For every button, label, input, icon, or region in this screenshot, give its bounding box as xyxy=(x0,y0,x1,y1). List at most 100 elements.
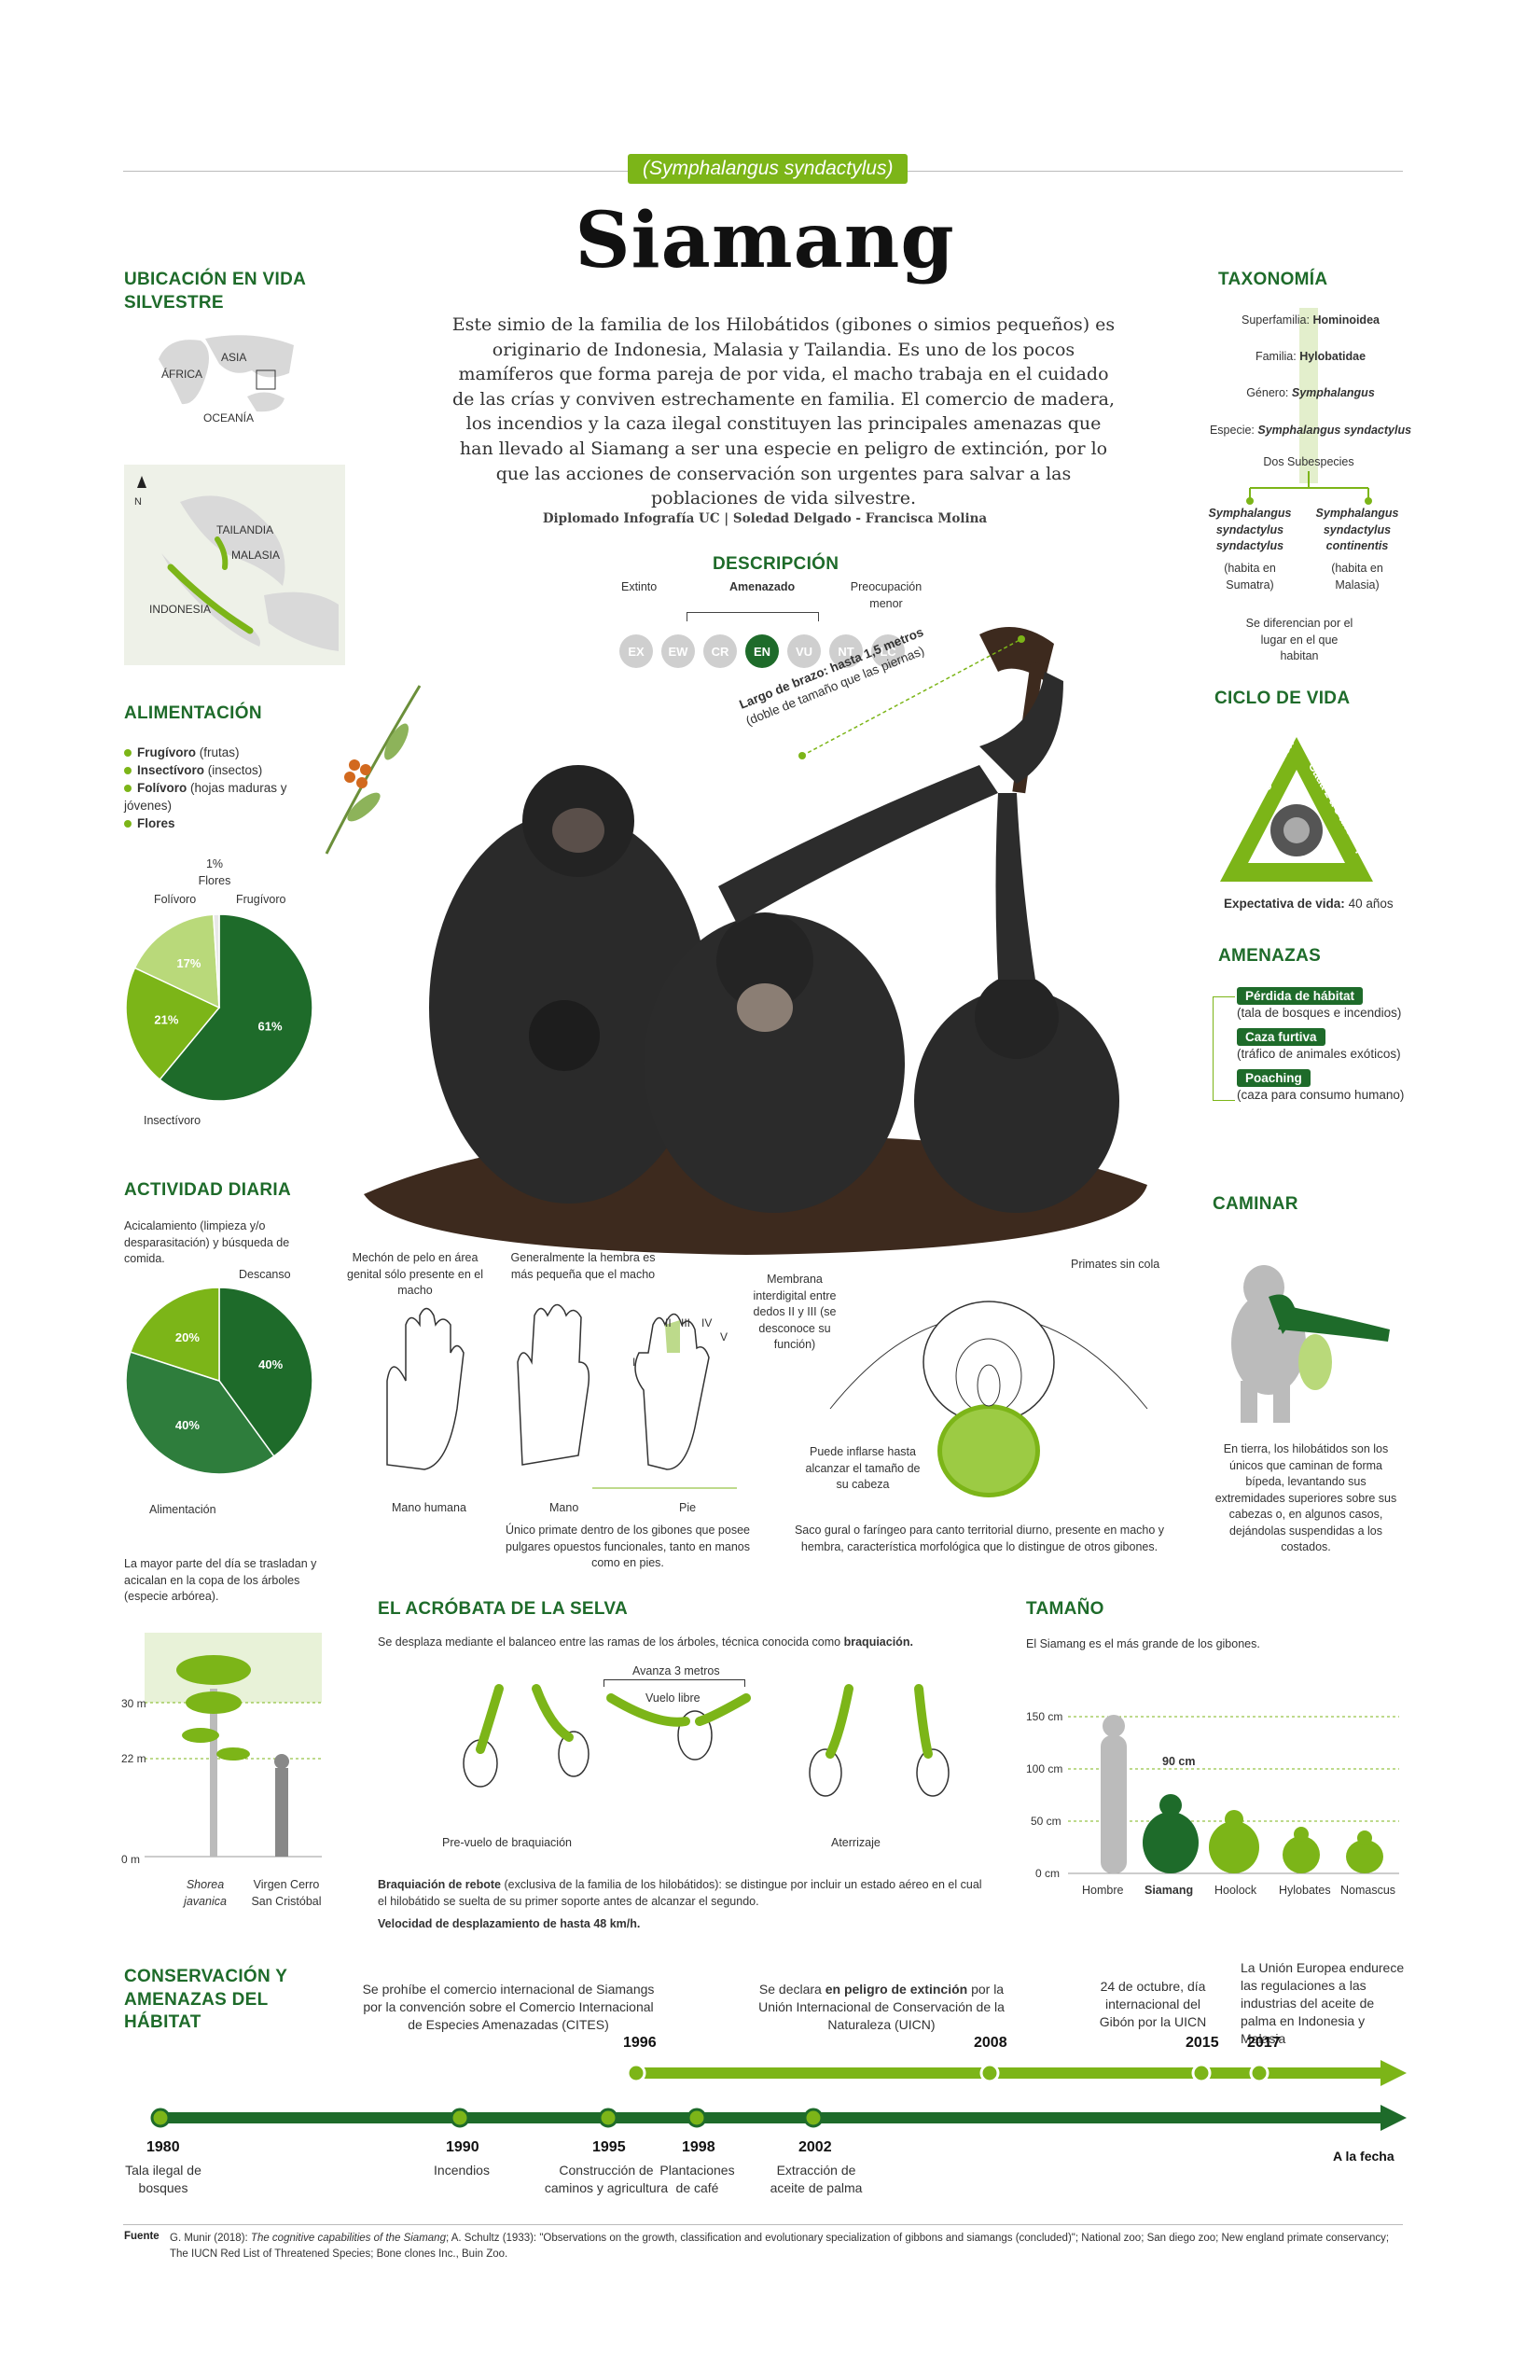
pie1-label-folivoro: Folívoro xyxy=(154,893,197,906)
status-en: EN xyxy=(745,634,779,668)
taxon-row: Especie: Symphalangus syndactylus xyxy=(1209,424,1412,437)
event-text: Se prohíbe el comercio internacional de … xyxy=(362,1982,655,2032)
year-label: 2008 xyxy=(974,2035,1007,2051)
tick-50: 50 cm xyxy=(1031,1815,1061,1828)
pie1-label-flores: 1% Flores xyxy=(198,857,231,887)
pie-slice xyxy=(218,1287,313,1457)
event-text: Se declara en peligro de extinción por l… xyxy=(758,1982,1005,2032)
label-africa: ÁFRICA xyxy=(161,368,203,381)
height-30: 30 m xyxy=(121,1697,146,1710)
virgen-label: Virgen Cerro San Cristóbal xyxy=(251,1878,322,1908)
caminar-text: En tierra, los hilobátidos son los único… xyxy=(1214,1442,1397,1553)
a-la-fecha: A la fecha xyxy=(1333,2149,1394,2164)
life-cycle-triangle xyxy=(1220,737,1373,882)
siamang-height-label: 90 cm xyxy=(1162,1755,1196,1768)
status-lc: LC xyxy=(871,634,905,668)
amenazas-title: AMENAZAS xyxy=(1218,946,1322,966)
pie-slice xyxy=(133,913,220,1009)
label-tailandia: TAILANDIA xyxy=(216,523,274,536)
vuelo-label: Vuelo libre xyxy=(645,1691,701,1705)
pie-label: Pie xyxy=(679,1501,697,1514)
year-label: 1990 xyxy=(446,2139,479,2155)
label-nomascus: Nomascus xyxy=(1340,1884,1396,1897)
label-hylobates: Hylobates xyxy=(1279,1884,1331,1897)
bullet-icon xyxy=(124,766,132,774)
caminar-title: CAMINAR xyxy=(1213,1194,1298,1214)
label-north: N xyxy=(134,496,142,508)
label-indonesia: INDONESIA xyxy=(149,603,212,616)
digit-III: III xyxy=(681,1316,691,1329)
pie-slice xyxy=(129,1287,220,1383)
subespecie-2-hab: (habita en Malasia) xyxy=(1331,562,1383,592)
status-ex: EX xyxy=(619,634,653,668)
aterrizaje-label: Aterrizaje xyxy=(831,1836,881,1849)
pie-data-label: 20% xyxy=(175,1330,200,1344)
acrobata-intro: Se desplaza mediante el balanceo entre l… xyxy=(378,1635,913,1649)
fruit-branch xyxy=(308,667,438,863)
pie-slice xyxy=(125,967,221,1081)
conservation-status-row: EX EW CR EN VU NT LC xyxy=(619,634,918,672)
bullet-icon xyxy=(124,819,132,828)
digit-II: II xyxy=(665,1316,672,1329)
taxonomy-connector xyxy=(1246,471,1372,505)
label-oceania: OCEANÍA xyxy=(203,411,255,425)
label-hoolock: Hoolock xyxy=(1214,1884,1257,1897)
avanza-bracket xyxy=(604,1679,745,1687)
pie-data-label: 21% xyxy=(154,1013,178,1027)
credits: Diplomado Infografía UC | Soledad Delgad… xyxy=(542,511,988,526)
siamang-illustration xyxy=(326,578,1194,1260)
list-item: Folívoro (hojas maduras y jóvenes) xyxy=(124,780,287,813)
label-siamang: Siamang xyxy=(1145,1884,1194,1897)
event-text: Extracción de aceite de palma xyxy=(770,2163,863,2195)
subespecie-note: Se diferencian por el lugar en el que ha… xyxy=(1245,617,1353,662)
actividad-pie: 40% 40% 20% xyxy=(125,1287,313,1475)
amenazas-bracket xyxy=(1213,996,1235,1101)
event-text: 24 de octubre, día internacional del Gib… xyxy=(1099,1979,1207,2029)
hembra-label: Generalmente la hembra es más pequeña qu… xyxy=(510,1251,656,1281)
expectativa-vida: Expectativa de vida: 40 años xyxy=(1224,897,1394,911)
amenazado-label: Amenazado xyxy=(729,580,796,593)
saco-note: Saco gural o faríngeo para canto territo… xyxy=(794,1524,1165,1553)
mechon-label: Mechón de pelo en área genital sólo pres… xyxy=(347,1251,483,1297)
footer-rule xyxy=(123,2224,1403,2225)
pulgar-note: Único primate dentro de los gibones que … xyxy=(506,1524,750,1569)
scientific-name-tag: (Symphalangus syndactylus) xyxy=(628,154,909,184)
taxon-row: Superfamilia: Hominoidea xyxy=(1242,313,1380,327)
pie-data-label: 17% xyxy=(176,956,201,970)
event-text: Incendios xyxy=(434,2163,490,2178)
preocupacion-label: Preocupación menor xyxy=(850,580,923,610)
mano-humana-label: Mano humana xyxy=(392,1501,466,1514)
subespecie-2: Symphalangus syndactylus continentis xyxy=(1315,507,1399,552)
event-text: La Unión Europea endurece las regulacion… xyxy=(1241,1960,1405,2046)
ubicacion-title: UBICACIÓN EN VIDA SILVESTRE xyxy=(124,270,306,313)
bullet-icon xyxy=(124,784,132,792)
event-text: Tala ilegal de bosques xyxy=(125,2163,201,2195)
inflar-label: Puede inflarse hasta alcanzar el tamaño … xyxy=(805,1445,921,1491)
taxon-row: Familia: Hylobatidae xyxy=(1255,350,1367,363)
rebote-text: Braquiación de rebote (exclusiva de la f… xyxy=(378,1878,982,1908)
height-0: 0 m xyxy=(121,1853,141,1866)
pie-data-label: 40% xyxy=(175,1418,200,1432)
walking-siamang xyxy=(1231,1265,1390,1423)
status-cr: CR xyxy=(703,634,737,668)
fuente-label: Fuente xyxy=(124,2231,160,2242)
descanso-label: Descanso xyxy=(239,1268,291,1281)
brazo-leader xyxy=(798,635,1025,759)
pre-vuelo-label: Pre-vuelo de braquiación xyxy=(442,1836,572,1849)
taxonomia-title: TAXONOMÍA xyxy=(1218,270,1328,289)
year-label: 1980 xyxy=(146,2139,180,2155)
alimentacion-title: ALIMENTACIÓN xyxy=(124,703,262,723)
pie-slice xyxy=(159,913,313,1102)
tamano-title: TAMAÑO xyxy=(1026,1599,1104,1619)
taxon-row: Género: Symphalangus xyxy=(1246,386,1375,399)
year-label: 2002 xyxy=(798,2139,832,2155)
list-item: Pérdida de hábitat (tala de bosques e inc… xyxy=(1237,987,1402,1020)
alimentacion-pie: 61% 21% 17% xyxy=(125,913,313,1102)
year-label: 1996 xyxy=(623,2035,657,2051)
conservacion-title: CONSERVACIÓN Y AMENAZAS DEL HÁBITAT xyxy=(124,1967,287,2033)
region-map xyxy=(124,465,345,665)
digit-IV: IV xyxy=(701,1316,713,1329)
mano-label: Mano xyxy=(549,1501,579,1514)
list-item: Frugívoro (frutas) xyxy=(124,745,301,762)
alimentacion-list: Frugívoro (frutas) Insectívoro (insectos… xyxy=(124,745,301,832)
